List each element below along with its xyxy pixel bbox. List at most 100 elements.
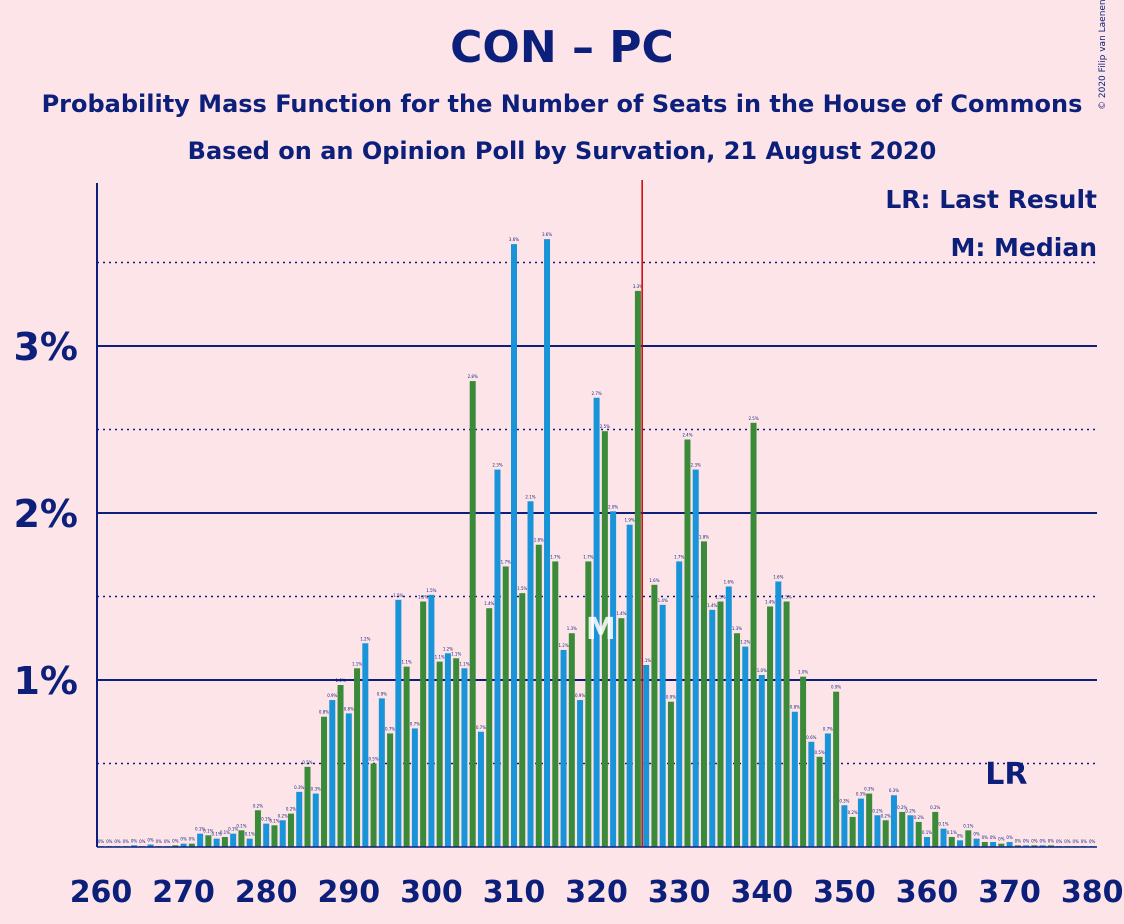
bar — [626, 524, 633, 847]
bar-value-label: 1.1% — [459, 661, 469, 666]
bar-value-label: 1.4% — [765, 600, 775, 605]
bar — [841, 805, 848, 847]
bar — [940, 828, 947, 847]
bar-value-label: 0.5% — [368, 757, 378, 762]
bars — [98, 239, 1096, 847]
bar-value-label: 2.7% — [592, 391, 602, 396]
bar — [791, 711, 798, 847]
bar — [965, 830, 972, 847]
bar — [758, 674, 765, 847]
bar — [172, 845, 179, 847]
axes: 1% 2% 3% 260 270 280 290 300 310 320 330 340 350 360 3… — [13, 180, 1124, 910]
chart-subtitle-poll: Based on an Opinion Poll by Survation, 2… — [187, 137, 937, 165]
bar-value-label: 0.9% — [327, 693, 337, 698]
bar-value-label: 0% — [1073, 839, 1080, 844]
bar — [800, 676, 807, 847]
bar-value-label: 0.2% — [914, 815, 924, 820]
bar — [742, 646, 749, 847]
bar — [205, 835, 212, 847]
bar-value-label: 0.1% — [212, 832, 222, 837]
bar — [477, 731, 484, 847]
bar — [246, 838, 253, 847]
bar — [238, 830, 245, 847]
bar-value-label: 0.8% — [344, 706, 354, 711]
bar — [387, 733, 394, 847]
bar — [1006, 841, 1013, 847]
bar — [420, 601, 427, 847]
bar — [1014, 845, 1021, 847]
bar-value-label: 0.1% — [195, 827, 205, 832]
bar — [428, 594, 435, 847]
bar — [254, 810, 261, 847]
bar-value-label: 0.1% — [963, 823, 973, 828]
bar — [610, 511, 617, 847]
bar — [469, 381, 476, 847]
bar-value-label: 1.5% — [781, 595, 791, 600]
x-tick-label: 260 — [70, 875, 133, 910]
bar — [676, 561, 683, 847]
bar-value-label: 0% — [1039, 838, 1046, 843]
bar — [684, 439, 691, 847]
value-labels: 0% 0% 0% 0% 0% 0% 0% 0% 0% 0% 0% 0%0.1%0.1%0.1%0.1%… — [98, 232, 1096, 844]
bar — [783, 601, 790, 847]
bar-value-label: 0.1% — [245, 832, 255, 837]
bar — [775, 581, 782, 847]
bar — [833, 691, 840, 847]
bar — [907, 815, 914, 847]
bar — [692, 469, 699, 847]
bar-value-label: 0.5% — [302, 760, 312, 765]
bar-value-label: 0% — [114, 839, 121, 844]
bar-value-label: 1.1% — [451, 651, 461, 656]
bar — [717, 601, 724, 847]
bar-value-label: 1.5% — [418, 595, 428, 600]
bar — [734, 633, 741, 847]
bar-value-label: 1.2% — [558, 643, 568, 648]
bar-value-label: 0% — [98, 839, 105, 844]
bar-value-label: 0.1% — [228, 827, 238, 832]
bar-value-label: 1.0% — [335, 678, 345, 683]
bar-value-label: 1.8% — [699, 534, 709, 539]
bar-value-label: 0% — [106, 839, 113, 844]
bar-value-label: 1.5% — [715, 595, 725, 600]
bar-value-label: 1.5% — [393, 593, 403, 598]
bar — [1039, 845, 1046, 847]
y-tick-label: 1% — [13, 659, 78, 703]
bar — [915, 821, 922, 847]
bar — [948, 836, 955, 847]
bar — [362, 643, 369, 847]
bar — [932, 811, 939, 847]
bar-value-label: 1.5% — [426, 588, 436, 593]
x-tick-label: 380 — [1061, 875, 1124, 910]
bar — [213, 838, 220, 847]
bar-value-label: 0.3% — [294, 785, 304, 790]
bar-value-label: 0.1% — [922, 830, 932, 835]
bar — [874, 815, 881, 847]
bar — [494, 469, 501, 847]
bar — [304, 766, 311, 847]
bar-value-label: 3.6% — [509, 237, 519, 242]
bar-value-label: 0.2% — [848, 810, 858, 815]
bar-value-label: 1.9% — [625, 518, 635, 523]
bar-value-label: 1.1% — [402, 660, 412, 665]
bar — [750, 422, 757, 847]
bar — [560, 649, 567, 847]
bar — [659, 604, 666, 847]
bar — [345, 713, 352, 847]
bar — [321, 716, 328, 847]
bar — [725, 586, 732, 847]
bar-value-label: 1.3% — [732, 626, 742, 631]
bar — [924, 836, 930, 847]
bar-value-label: 1.8% — [534, 538, 544, 543]
chart-subtitle: Probability Mass Function for the Number… — [41, 90, 1083, 118]
bar-value-label: 1.7% — [583, 554, 593, 559]
bar — [957, 840, 964, 847]
bar — [131, 845, 138, 847]
bar-value-label: 0.2% — [278, 813, 288, 818]
bar-value-label: 0% — [147, 837, 154, 842]
bar-value-label: 2.8% — [468, 374, 478, 379]
bar-value-label: 0% — [180, 837, 187, 842]
bar-value-label: 0% — [982, 835, 989, 840]
bar-value-label: 0% — [1006, 835, 1013, 840]
bar — [577, 700, 584, 847]
